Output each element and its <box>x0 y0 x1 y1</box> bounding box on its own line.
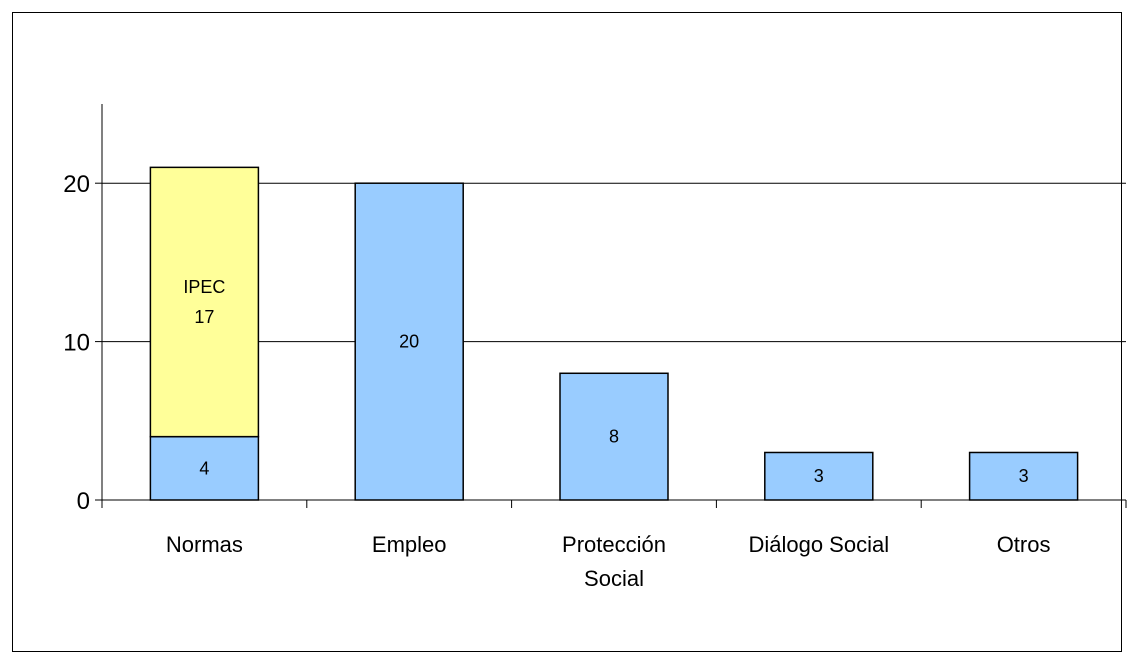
y-tick-label-20: 20 <box>63 171 90 198</box>
data-label-0-3: 3 <box>814 466 824 486</box>
bar-0-2 <box>559 372 669 501</box>
data-label-0-0: 4 <box>199 458 209 478</box>
data-label-1-0-0: IPEC <box>183 277 225 297</box>
data-label-1-0-1: 17 <box>194 307 214 327</box>
x-tick-label-1: Empleo <box>372 532 447 557</box>
bar-0-0 <box>149 435 260 501</box>
bar-0-1 <box>354 182 464 501</box>
bar-0-4 <box>968 451 1079 501</box>
data-label-0-1: 20 <box>399 332 419 352</box>
x-tick-label-0: Normas <box>166 532 243 557</box>
y-tick-label-0: 0 <box>77 488 90 515</box>
bar-chart: 0 10 20 4 IPEC 17 20 8 3 3 Normas Empleo Protección S… <box>63 104 1127 591</box>
bar-0-3 <box>764 451 874 501</box>
data-label-0-4: 3 <box>1019 466 1029 486</box>
y-tick-label-10: 10 <box>63 330 90 357</box>
data-label-0-2: 8 <box>609 427 619 447</box>
x-tick-label-3: Diálogo Social <box>748 532 889 557</box>
bar-1-0 <box>149 166 260 438</box>
x-tick-label-4: Otros <box>997 532 1051 557</box>
x-tick-label-2-1: Social <box>584 566 644 591</box>
x-tick-label-2-0: Protección <box>562 532 666 557</box>
